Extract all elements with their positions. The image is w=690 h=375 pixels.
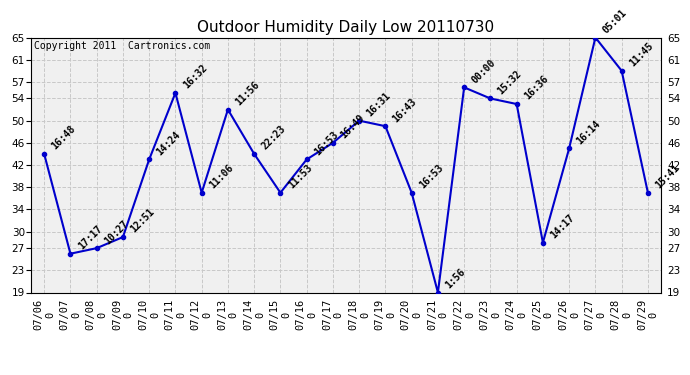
- Title: Outdoor Humidity Daily Low 20110730: Outdoor Humidity Daily Low 20110730: [197, 20, 495, 35]
- Text: 05:01: 05:01: [601, 8, 629, 35]
- Text: 16:14: 16:14: [575, 118, 602, 146]
- Text: 14:17: 14:17: [549, 213, 576, 240]
- Text: 15:41: 15:41: [653, 163, 681, 190]
- Text: 11:56: 11:56: [233, 80, 262, 107]
- Text: 16:48: 16:48: [50, 124, 77, 152]
- Text: 11:53: 11:53: [286, 163, 314, 190]
- Text: 11:45: 11:45: [627, 41, 655, 69]
- Text: 11:06: 11:06: [207, 163, 235, 190]
- Text: 00:00: 00:00: [470, 57, 497, 85]
- Text: 16:53: 16:53: [312, 129, 340, 157]
- Text: 16:49: 16:49: [339, 113, 366, 141]
- Text: 1:56: 1:56: [444, 267, 467, 290]
- Text: 16:43: 16:43: [391, 96, 419, 124]
- Text: 10:27: 10:27: [102, 218, 130, 246]
- Text: 16:31: 16:31: [365, 91, 393, 118]
- Text: 16:36: 16:36: [522, 74, 550, 102]
- Text: 15:32: 15:32: [496, 69, 524, 96]
- Text: Copyright 2011  Cartronics.com: Copyright 2011 Cartronics.com: [34, 41, 210, 51]
- Text: 12:51: 12:51: [128, 207, 157, 235]
- Text: 17:17: 17:17: [76, 224, 104, 252]
- Text: 22:23: 22:23: [259, 124, 288, 152]
- Text: 14:24: 14:24: [155, 129, 183, 157]
- Text: 16:32: 16:32: [181, 63, 209, 91]
- Text: 16:53: 16:53: [417, 163, 445, 190]
